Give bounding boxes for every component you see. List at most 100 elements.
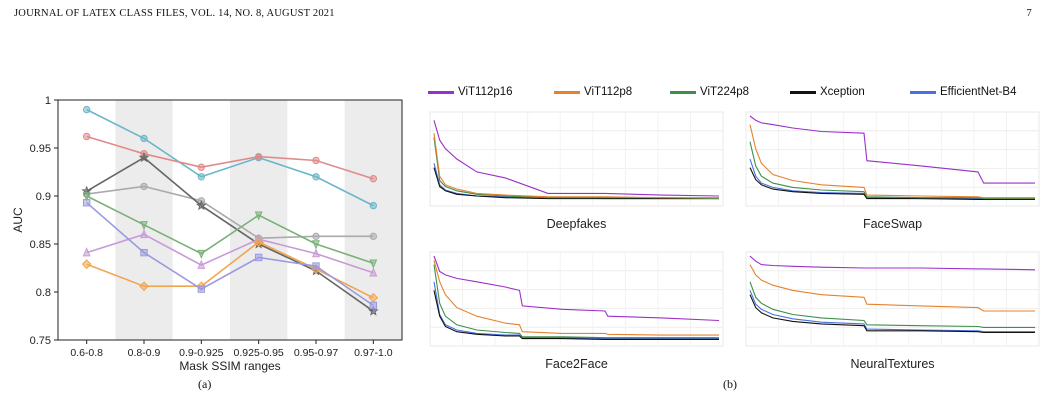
panel-title: Deepfakes xyxy=(547,217,607,231)
series-line xyxy=(433,255,720,322)
data-point xyxy=(368,305,379,316)
legend-swatch xyxy=(554,90,580,94)
x-tick-label: 0.925-0.95 xyxy=(234,347,284,359)
panel-frame xyxy=(429,111,724,207)
series-line xyxy=(86,241,374,299)
data-point xyxy=(254,152,263,161)
series-line xyxy=(86,195,374,264)
panel-frame xyxy=(745,111,1040,207)
legend-label: Xception xyxy=(820,86,865,98)
legend-swatch xyxy=(428,90,454,94)
data-point xyxy=(369,232,378,241)
data-point xyxy=(197,259,206,269)
auc-line-chart: 0.75 0.8 0.85 0.9 0.95 1 0.6-0.8 0.8-0.9 0.9-0.9… xyxy=(11,95,403,373)
data-point xyxy=(197,163,206,171)
series-line xyxy=(433,290,719,340)
series-line xyxy=(749,281,1035,328)
data-point xyxy=(140,182,148,191)
panel: NeuralTextures xyxy=(745,251,1040,371)
data-point xyxy=(81,259,92,270)
series-line xyxy=(749,290,1035,333)
y-tick-label: 0.9 xyxy=(36,191,51,203)
x-tick-label: 0.95-0.97 xyxy=(294,347,339,359)
data-point xyxy=(140,228,148,239)
running-title: JOURNAL OF LATEX CLASS FILES, VOL. 14, N… xyxy=(14,8,335,19)
data-point xyxy=(139,281,149,292)
data-point xyxy=(140,134,148,143)
legend-item: Xception xyxy=(790,86,865,98)
series-line xyxy=(86,156,374,312)
series-line xyxy=(749,255,1036,271)
data-point xyxy=(82,247,91,257)
x-tick-label: 0.6-0.8 xyxy=(70,347,103,359)
data-point xyxy=(369,267,378,277)
data-point xyxy=(140,221,148,231)
caption-b: (b) xyxy=(723,377,737,391)
y-axis-label: AUC xyxy=(11,207,25,233)
series-line xyxy=(749,167,1035,200)
y-tick-label: 0.95 xyxy=(30,143,51,155)
series-line xyxy=(749,141,1035,200)
panel-title: NeuralTextures xyxy=(850,357,934,371)
series-line xyxy=(433,120,720,197)
series-line xyxy=(749,294,1035,334)
caption-a: (a) xyxy=(198,377,212,391)
series-line xyxy=(433,264,719,339)
series-line xyxy=(433,260,719,336)
data-point xyxy=(312,262,320,270)
series xyxy=(82,105,378,210)
data-point xyxy=(254,253,263,262)
data-point xyxy=(82,105,91,114)
series-line xyxy=(433,281,719,340)
x-axis-label: Mask SSIM ranges xyxy=(179,359,280,373)
x-tick-label: 0.8-0.9 xyxy=(128,347,161,359)
series-line xyxy=(749,158,1035,200)
legend-item: ViT224p8 xyxy=(670,86,749,98)
legend-label: ViT224p8 xyxy=(700,86,750,98)
data-point xyxy=(82,199,91,207)
data-point xyxy=(369,175,378,183)
data-point xyxy=(82,132,91,141)
series-line xyxy=(86,108,374,207)
data-point xyxy=(312,240,320,250)
data-point xyxy=(140,248,148,257)
data-point xyxy=(312,173,320,181)
y-tick-label: 1 xyxy=(45,95,51,107)
data-point xyxy=(369,201,378,210)
data-point xyxy=(197,173,206,181)
plot-frame xyxy=(57,99,403,341)
x-tick-label: 0.9-0.925 xyxy=(179,347,224,359)
data-point xyxy=(138,152,150,163)
series xyxy=(82,192,378,269)
series-line xyxy=(749,124,1035,199)
panel: FaceSwap xyxy=(745,111,1040,231)
series-line xyxy=(86,233,374,274)
panel-frame xyxy=(429,251,724,347)
legend-item: ViT112p8 xyxy=(554,86,632,98)
series-line xyxy=(749,115,1035,184)
series xyxy=(82,199,378,310)
series xyxy=(81,237,379,303)
series-line xyxy=(86,185,374,240)
panel-title: FaceSwap xyxy=(863,217,922,231)
legend-item: EfficientNet-B4 xyxy=(910,86,1017,98)
legend-label: ViT112p16 xyxy=(458,86,513,98)
legend-label: EfficientNet-B4 xyxy=(940,86,1017,98)
y-tick-label: 0.8 xyxy=(36,287,51,299)
series-line xyxy=(86,202,374,307)
data-point xyxy=(254,211,263,221)
data-point xyxy=(82,192,91,202)
data-point xyxy=(197,249,206,260)
page-number: 7 xyxy=(1026,8,1032,19)
loss-curves-grid: Deepfakes FaceSwap Face2Face NeuralTextures xyxy=(429,111,1040,371)
legend-item: ViT112p16 xyxy=(428,86,513,98)
series xyxy=(82,132,378,183)
data-point xyxy=(197,285,206,293)
series-line xyxy=(433,167,719,200)
panel-title: Face2Face xyxy=(545,357,608,371)
legend-swatch xyxy=(790,90,816,94)
data-point xyxy=(312,156,320,165)
legend-swatch xyxy=(670,90,696,94)
legend: ViT112p16 ViT112p8 ViT224p8 Xception Efficie… xyxy=(420,86,1046,106)
series xyxy=(81,152,379,316)
